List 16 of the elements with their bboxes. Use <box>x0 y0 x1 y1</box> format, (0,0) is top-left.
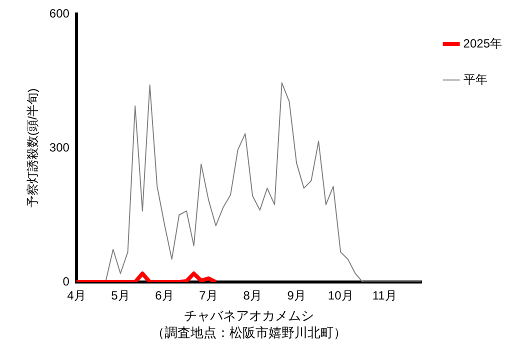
x-tick-label: 6月 <box>155 288 174 303</box>
x-tick-label: 10月 <box>328 288 354 303</box>
y-tick-label: 0 <box>62 274 70 288</box>
legend-label: 2025年 <box>463 36 502 50</box>
x-tick-label: 9月 <box>287 288 306 303</box>
x-tick-label: 4月 <box>67 288 86 303</box>
x-tick-label: 8月 <box>243 288 262 303</box>
x-tick-label: 7月 <box>199 288 218 303</box>
y-tick-label: 300 <box>49 140 70 154</box>
y-axis-title: 予察灯誘殺数(頭/半旬) <box>26 88 40 208</box>
text: （調査地点：松阪市嬉野川北町） <box>151 325 346 340</box>
legend-label: 平年 <box>463 72 488 86</box>
x-tick-label: 5月 <box>111 288 130 303</box>
y-tick-label: 600 <box>49 6 70 20</box>
x-tick-label: 11月 <box>372 288 397 303</box>
x-axis-title: チャバネアオカメムシ <box>184 308 314 323</box>
